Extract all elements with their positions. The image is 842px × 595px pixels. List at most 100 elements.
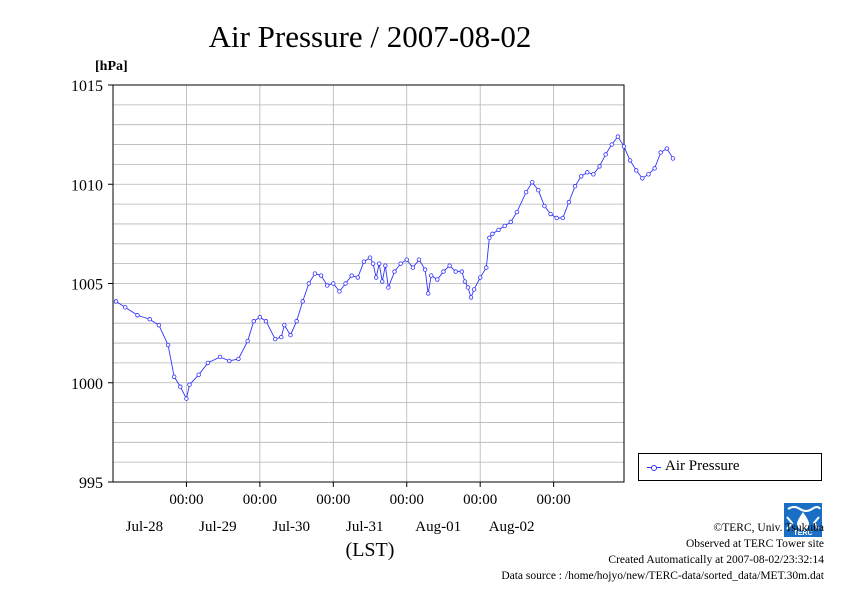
data-point bbox=[548, 211, 553, 217]
data-point bbox=[236, 356, 241, 362]
data-point bbox=[670, 156, 676, 161]
y-tick-label: 1005 bbox=[71, 277, 103, 294]
data-point bbox=[205, 360, 211, 366]
svg-text:TERC: TERC bbox=[793, 530, 812, 537]
data-point bbox=[646, 172, 651, 177]
data-point bbox=[294, 319, 299, 324]
data-point bbox=[459, 269, 465, 274]
data-point bbox=[578, 174, 584, 179]
x-tick-date-label: Jul-29 bbox=[199, 519, 237, 535]
data-point bbox=[591, 172, 596, 177]
data-point bbox=[227, 358, 232, 364]
data-point bbox=[343, 281, 348, 286]
data-point bbox=[496, 227, 501, 233]
data-point bbox=[508, 219, 513, 225]
series-air-pressure bbox=[113, 134, 676, 401]
x-tick-time-label: 00:00 bbox=[243, 492, 277, 508]
x-tick-time-label: 00:00 bbox=[390, 492, 424, 508]
series-line bbox=[115, 135, 674, 400]
data-point bbox=[572, 184, 578, 189]
data-point bbox=[435, 277, 440, 282]
data-point bbox=[113, 299, 119, 304]
data-point bbox=[331, 281, 336, 286]
data-point bbox=[251, 319, 256, 324]
data-point bbox=[471, 287, 477, 292]
data-point bbox=[324, 283, 330, 288]
data-point bbox=[465, 285, 471, 290]
data-point bbox=[429, 273, 434, 278]
y-tick-label: 1010 bbox=[71, 177, 103, 194]
legend: Air Pressure bbox=[638, 453, 822, 481]
data-point bbox=[383, 263, 388, 268]
x-tick-time-label: 00:00 bbox=[169, 492, 203, 508]
data-point bbox=[627, 158, 633, 163]
data-point bbox=[468, 295, 474, 300]
data-point bbox=[272, 336, 278, 342]
data-point bbox=[392, 269, 397, 274]
data-point bbox=[361, 259, 367, 264]
data-point bbox=[165, 342, 171, 348]
data-point bbox=[156, 322, 162, 328]
data-point bbox=[597, 164, 602, 169]
data-point bbox=[542, 203, 547, 209]
terc-logo: TERC bbox=[784, 503, 822, 537]
data-point bbox=[447, 263, 452, 268]
x-tick-date-label: Jul-30 bbox=[273, 519, 311, 535]
data-point bbox=[490, 231, 495, 237]
data-point bbox=[349, 273, 354, 278]
data-point bbox=[282, 322, 287, 328]
data-point bbox=[300, 299, 305, 304]
data-point bbox=[288, 332, 293, 338]
data-point bbox=[135, 313, 140, 318]
observed-text: Observed at TERC Tower site bbox=[685, 538, 824, 550]
data-point bbox=[484, 265, 489, 270]
data-point bbox=[337, 289, 342, 294]
data-point bbox=[615, 134, 621, 139]
data-point bbox=[621, 144, 627, 149]
data-point bbox=[487, 235, 492, 241]
data-point bbox=[147, 317, 152, 322]
legend-marker-swatch bbox=[651, 465, 657, 471]
data-point bbox=[178, 384, 183, 389]
data-point bbox=[279, 334, 284, 340]
credits-block: ©TERC, Univ. Tsukuba Observed at TERC To… bbox=[501, 520, 824, 584]
chart-title: Air Pressure / 2007-08-02 bbox=[209, 19, 532, 54]
data-point bbox=[386, 285, 391, 290]
data-point bbox=[634, 168, 639, 173]
y-axis-unit-label: [hPa] bbox=[95, 59, 128, 74]
data-point bbox=[462, 279, 468, 284]
data-point bbox=[664, 146, 670, 151]
data-point bbox=[560, 215, 566, 221]
data-point bbox=[196, 372, 201, 378]
data-point bbox=[536, 188, 541, 193]
x-tick-time-label: 00:00 bbox=[537, 492, 571, 508]
data-point bbox=[566, 199, 572, 205]
x-axis-label: (LST) bbox=[346, 539, 395, 561]
data-point bbox=[373, 275, 379, 280]
data-point bbox=[355, 275, 360, 280]
data-point bbox=[554, 215, 559, 221]
data-point bbox=[410, 265, 416, 270]
copyright-text: ©TERC, Univ. Tsukuba bbox=[713, 522, 824, 534]
data-point bbox=[257, 315, 263, 320]
data-point bbox=[306, 281, 312, 286]
data-point bbox=[514, 209, 520, 215]
legend-label: Air Pressure bbox=[665, 458, 740, 474]
axes: 1015 1010 1005 1000 995 00:00 Jul-28 00:00 Jul-2… bbox=[71, 78, 625, 535]
data-point bbox=[245, 338, 250, 344]
data-point bbox=[367, 255, 373, 260]
data-point bbox=[187, 382, 192, 387]
data-point bbox=[502, 223, 507, 229]
data-point bbox=[123, 305, 128, 310]
data-point bbox=[380, 279, 385, 284]
data-point bbox=[585, 170, 590, 175]
x-tick-date-label: Jul-31 bbox=[346, 519, 384, 535]
y-tick-label: 995 bbox=[79, 475, 103, 492]
data-point bbox=[217, 354, 223, 360]
data-point bbox=[640, 176, 645, 181]
data-point bbox=[416, 257, 422, 262]
data-point bbox=[312, 271, 318, 276]
data-point bbox=[425, 291, 431, 296]
data-point bbox=[652, 166, 657, 171]
